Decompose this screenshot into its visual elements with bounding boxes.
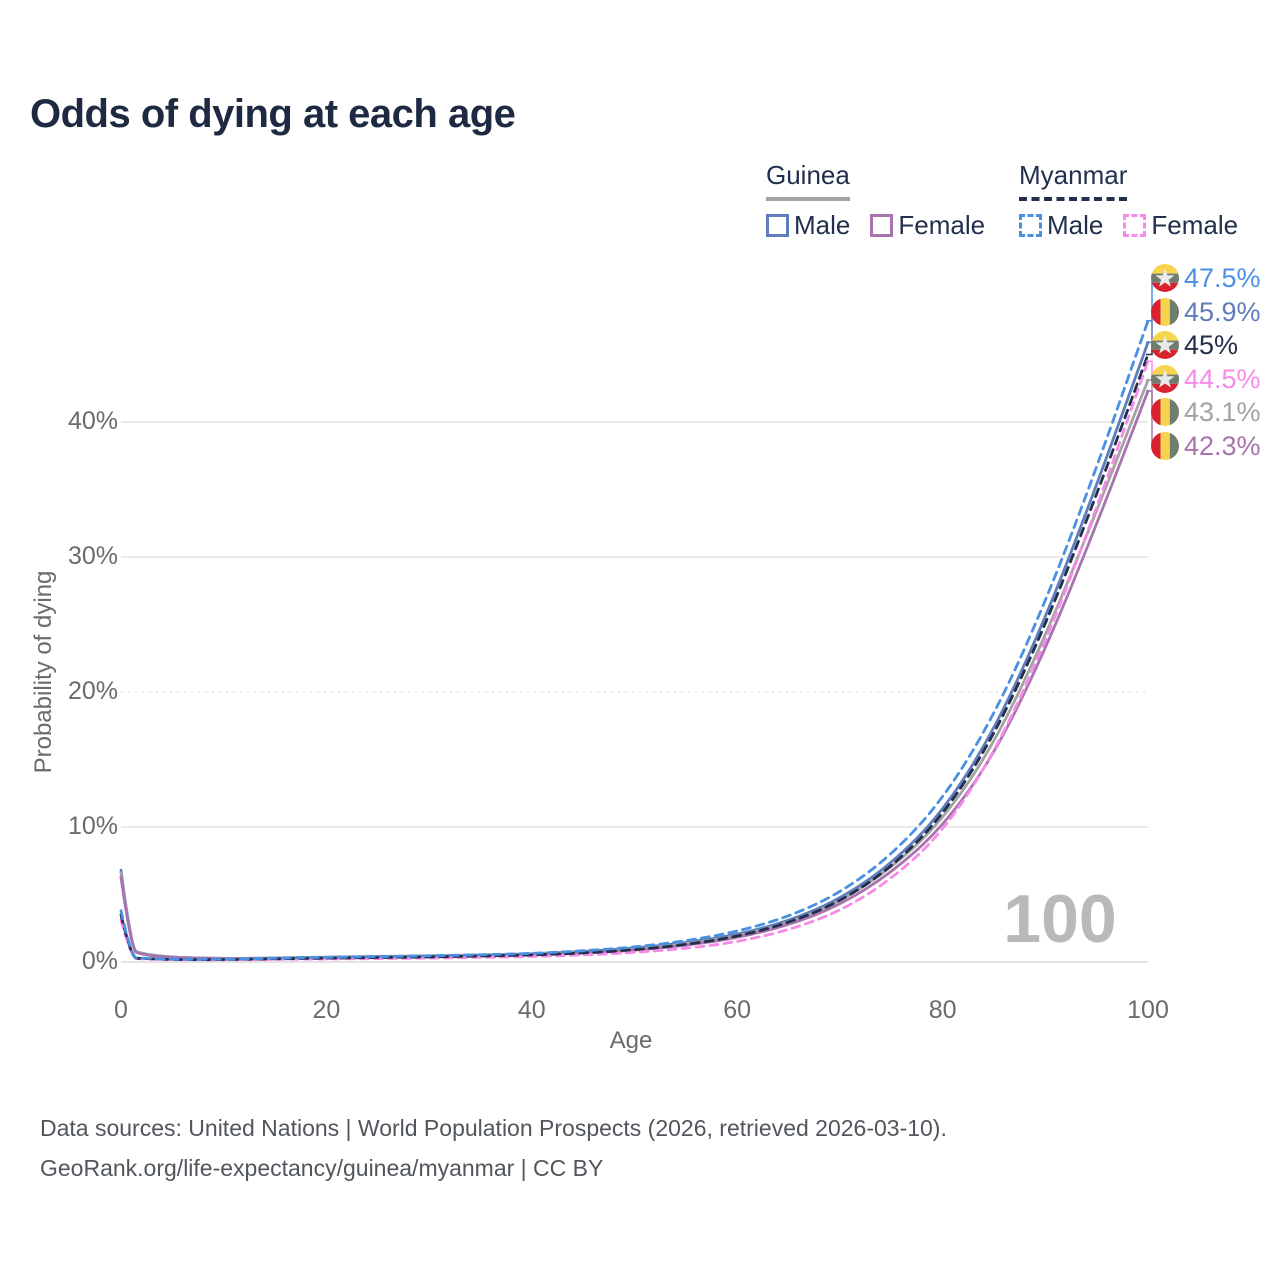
flag-icon-guinea (1151, 398, 1179, 426)
legend-header-guinea[interactable]: Guinea (766, 160, 850, 201)
footer-attribution: GeoRank.org/life-expectancy/guinea/myanm… (40, 1155, 604, 1181)
flag-icon-guinea (1151, 431, 1179, 460)
value-label-row-guinea-male: 45.9% (1151, 296, 1261, 327)
myanmar-female-swatch-icon (1123, 214, 1147, 237)
footer: Data sources: United Nations | World Pop… (40, 1108, 947, 1188)
value-label-text: 45% (1184, 330, 1239, 360)
value-label-row-myanmar-male: 47.5% (1151, 264, 1261, 292)
value-label-text: 44.5% (1184, 363, 1261, 394)
series-line-myanmar-all[interactable] (119, 353, 1150, 961)
x-axis-tick-label: 60 (723, 996, 752, 1024)
legend-item-label: Male (794, 210, 851, 240)
footer-data-sources: Data sources: United Nations | World Pop… (40, 1115, 947, 1141)
y-axis-tick-label: 30% (67, 542, 118, 570)
guinea-female-swatch-icon (870, 214, 894, 237)
x-axis-tick-label: 0 (114, 996, 128, 1024)
page-title: Odds of dying at each age (30, 92, 516, 136)
legend-header-myanmar[interactable]: Myanmar (1019, 160, 1128, 201)
age-counter-watermark: 100 (1003, 881, 1117, 957)
series-line-guinea-all[interactable] (119, 378, 1150, 960)
legend-item-label: Female (1151, 210, 1239, 240)
series-line-guinea-male[interactable] (119, 341, 1150, 960)
x-axis-tick-label: 20 (312, 996, 341, 1024)
value-label-text: 47.5% (1184, 263, 1261, 293)
value-label-row-myanmar-all: 45% (1151, 331, 1238, 359)
y-axis-tick-label: 10% (67, 812, 118, 840)
flag-icon-myanmar (1151, 331, 1179, 359)
x-axis-tick-label: 40 (517, 996, 546, 1024)
series-line-guinea-female[interactable] (119, 389, 1150, 961)
value-label-row-myanmar-female: 44.5% (1151, 363, 1261, 394)
legend-item-guinea-female[interactable]: Female (870, 210, 985, 241)
guinea-male-swatch-icon (766, 214, 789, 237)
value-label-text: 42.3% (1184, 430, 1261, 461)
legend-item-label: Female (898, 210, 986, 240)
x-axis-title: Age (609, 1027, 653, 1054)
value-label-row-guinea-female: 42.3% (1151, 430, 1261, 461)
legend-item-guinea-male[interactable]: Male (766, 210, 850, 241)
y-axis-tick-label: 40% (67, 407, 118, 435)
y-axis-tick-label: 0% (81, 947, 118, 975)
x-axis-tick-label: 80 (928, 996, 957, 1024)
legend-item-myanmar-female[interactable]: Female (1123, 210, 1238, 241)
value-label-text: 45.9% (1184, 296, 1261, 327)
x-axis-tick-label: 100 (1127, 996, 1169, 1024)
value-label-text: 43.1% (1184, 397, 1261, 427)
legend-items-guinea: Male Female (766, 210, 985, 241)
flag-icon-myanmar (1151, 364, 1179, 393)
y-axis-tick-label: 20% (67, 677, 118, 705)
legend-item-myanmar-male[interactable]: Male (1019, 210, 1103, 241)
legend-item-label: Male (1047, 210, 1104, 240)
legend-group-myanmar: Myanmar Male Female (1019, 160, 1238, 241)
myanmar-male-swatch-icon (1019, 214, 1042, 237)
legend-group-guinea: Guinea Male Female (766, 160, 985, 241)
flag-icon-myanmar (1151, 264, 1179, 292)
flag-icon-guinea (1151, 297, 1179, 326)
legend-items-myanmar: Male Female (1019, 210, 1238, 241)
y-axis-title: Probability of dying (30, 570, 57, 774)
series-line-myanmar-male[interactable] (119, 319, 1150, 961)
value-label-row-guinea-all: 43.1% (1151, 398, 1261, 426)
series-line-myanmar-female[interactable] (119, 359, 1150, 962)
